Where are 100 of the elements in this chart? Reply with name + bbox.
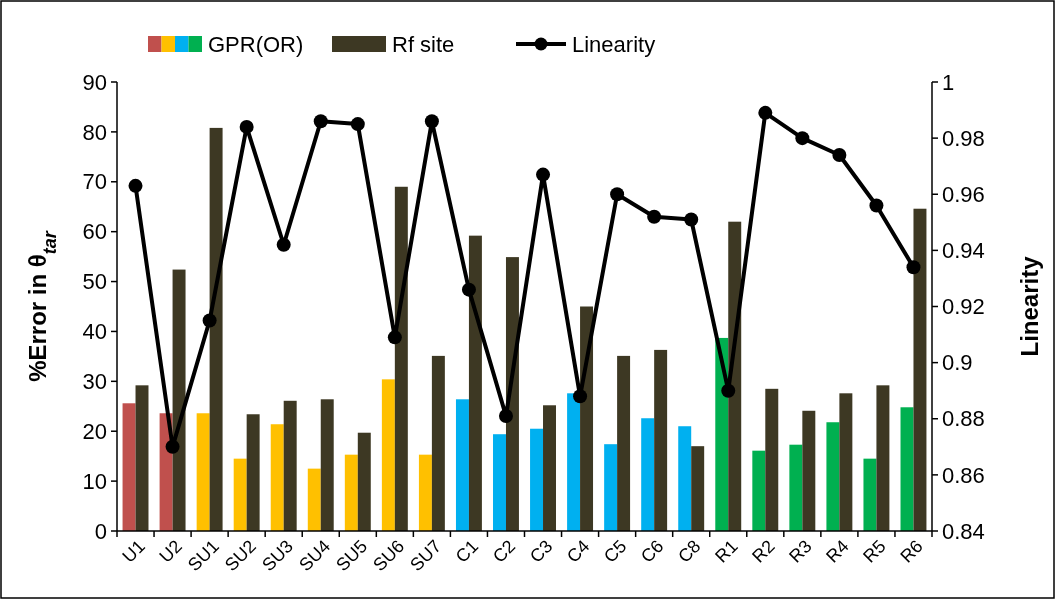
bar bbox=[172, 269, 186, 531]
x-tick-label: C2 bbox=[488, 536, 520, 567]
y-tick-label: 0 bbox=[94, 518, 107, 544]
bar bbox=[913, 208, 927, 531]
bar bbox=[567, 393, 581, 531]
point bbox=[239, 119, 254, 134]
x-tick-label: R3 bbox=[785, 536, 816, 567]
bar bbox=[196, 413, 210, 531]
bar bbox=[209, 127, 223, 531]
y2-tick-label: 0.94 bbox=[942, 238, 985, 264]
x-tick-label: SU4 bbox=[295, 536, 335, 576]
bar bbox=[789, 444, 803, 531]
y-tick-label: 40 bbox=[82, 319, 107, 345]
bar bbox=[418, 454, 432, 531]
y2-tick-label: 0.9 bbox=[942, 350, 973, 376]
point bbox=[832, 147, 847, 162]
point bbox=[906, 260, 921, 275]
y2-tick-label: 0.88 bbox=[942, 406, 985, 432]
y-tick-label: 20 bbox=[82, 418, 107, 444]
bar bbox=[752, 450, 766, 531]
x-tick-label: U2 bbox=[155, 536, 186, 567]
y-tick-label: 90 bbox=[82, 69, 107, 95]
y2-axis-title: Linearity bbox=[1016, 255, 1043, 357]
point bbox=[461, 282, 476, 297]
point bbox=[795, 131, 810, 146]
bar bbox=[802, 410, 816, 531]
bar bbox=[617, 355, 631, 531]
y2-tick-label: 0.84 bbox=[942, 518, 985, 544]
point bbox=[647, 209, 662, 224]
x-tick-label: R2 bbox=[748, 536, 779, 567]
x-tick-label: C3 bbox=[525, 536, 557, 567]
y2-tick-label: 0.96 bbox=[942, 181, 985, 207]
x-tick-label: R1 bbox=[711, 536, 742, 567]
point bbox=[424, 114, 439, 129]
bar bbox=[678, 426, 692, 531]
x-tick-label: U1 bbox=[118, 536, 149, 567]
bar bbox=[381, 379, 395, 531]
point bbox=[165, 439, 180, 454]
point bbox=[573, 389, 588, 404]
bar bbox=[530, 428, 544, 531]
bar bbox=[691, 446, 705, 531]
point bbox=[276, 237, 291, 252]
bar bbox=[135, 385, 149, 531]
y2-tick-label: 1 bbox=[942, 69, 955, 95]
bar bbox=[765, 388, 779, 531]
y-tick-label: 60 bbox=[82, 219, 107, 245]
bar bbox=[654, 349, 668, 531]
x-tick-label: SU6 bbox=[369, 536, 409, 576]
bar bbox=[839, 393, 853, 531]
bar bbox=[468, 235, 482, 531]
bar bbox=[900, 407, 914, 531]
legend-label: Linearity bbox=[572, 32, 656, 57]
legend-label: Rf site bbox=[392, 32, 455, 57]
bar bbox=[283, 400, 297, 531]
point bbox=[498, 408, 513, 423]
x-tick-label: C5 bbox=[599, 536, 631, 567]
point bbox=[610, 187, 625, 202]
x-tick-label: SU3 bbox=[258, 536, 297, 576]
point bbox=[313, 114, 328, 129]
bar bbox=[122, 403, 136, 531]
point bbox=[869, 198, 884, 213]
bar bbox=[493, 434, 506, 531]
bar bbox=[344, 454, 358, 531]
bar bbox=[826, 422, 840, 531]
bar bbox=[641, 418, 655, 531]
x-tick-label: C4 bbox=[562, 536, 594, 567]
bar bbox=[320, 399, 334, 531]
x-tick-label: R4 bbox=[822, 536, 853, 567]
y-tick-label: 50 bbox=[82, 269, 107, 295]
bar bbox=[543, 405, 556, 531]
bar bbox=[233, 458, 247, 531]
x-tick-label: C1 bbox=[451, 536, 483, 567]
bar bbox=[431, 355, 445, 531]
bar bbox=[270, 424, 284, 531]
point bbox=[128, 178, 143, 193]
point bbox=[684, 212, 699, 227]
point bbox=[721, 383, 736, 398]
x-tick-label: SU5 bbox=[332, 536, 372, 576]
y-tick-label: 30 bbox=[82, 369, 107, 395]
x-tick-label: SU1 bbox=[183, 536, 223, 576]
y-tick-label: 80 bbox=[82, 119, 107, 145]
point bbox=[202, 313, 217, 328]
bar bbox=[876, 385, 890, 531]
y2-tick-label: 0.86 bbox=[942, 462, 985, 488]
bar bbox=[307, 468, 321, 531]
x-tick-label: C8 bbox=[674, 536, 705, 567]
y2-tick-label: 0.92 bbox=[942, 294, 985, 320]
point bbox=[758, 105, 773, 120]
y-tick-label: 70 bbox=[82, 169, 107, 195]
bar bbox=[604, 444, 618, 531]
point bbox=[350, 117, 365, 132]
y-tick-label: 10 bbox=[82, 468, 107, 494]
x-tick-label: C6 bbox=[637, 536, 668, 567]
x-tick-label: R5 bbox=[859, 536, 890, 567]
point bbox=[536, 167, 551, 182]
x-tick-label: R6 bbox=[896, 536, 927, 567]
bar bbox=[863, 458, 877, 531]
point bbox=[387, 330, 402, 345]
bar bbox=[394, 186, 408, 531]
bar bbox=[455, 399, 469, 531]
